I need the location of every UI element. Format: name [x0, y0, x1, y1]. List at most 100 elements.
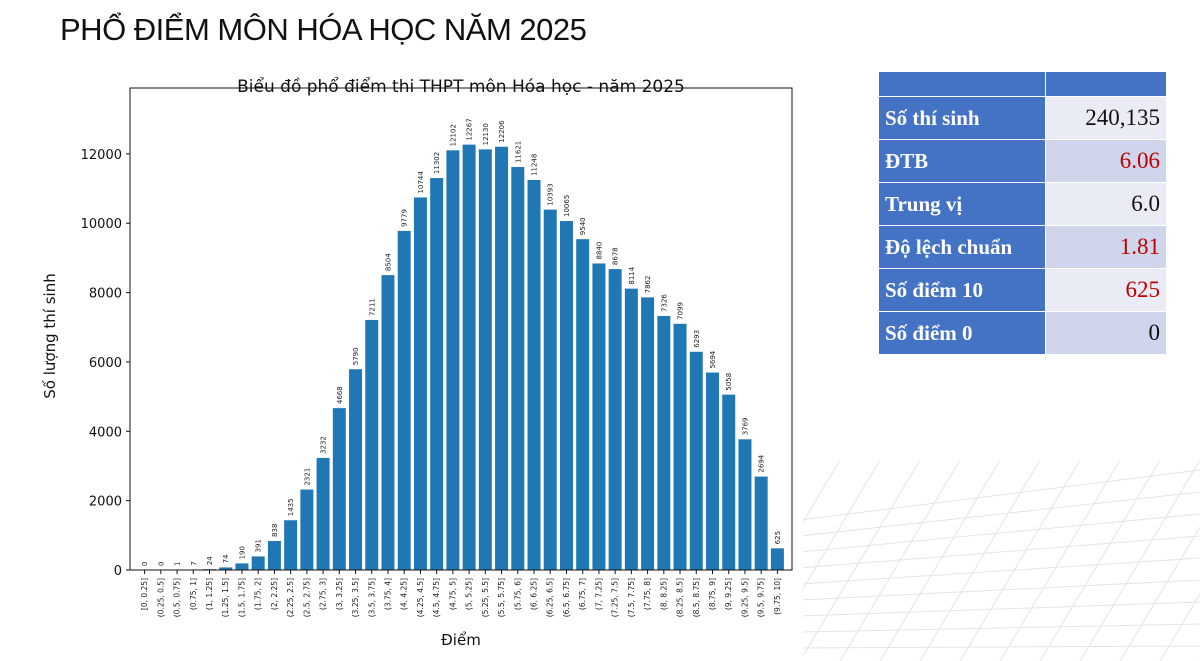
bar [349, 369, 363, 570]
bar-data-label: 2694 [758, 454, 766, 472]
bar-data-label: 3769 [741, 417, 749, 435]
bar-data-label: 9540 [579, 217, 587, 235]
header-cell [1045, 71, 1167, 97]
bar [267, 540, 281, 570]
bar-data-label: 9779 [401, 209, 409, 227]
bar-data-label: 7326 [660, 294, 668, 312]
stat-value: 6.06 [1045, 139, 1167, 183]
x-tick-label: (1, 1.25] [205, 578, 214, 610]
bar [673, 323, 687, 570]
table-row: Số thí sinh 240,135 [878, 96, 1167, 140]
bar [608, 269, 622, 570]
x-tick-label: (5.5, 5.75] [497, 578, 506, 617]
x-tick-label: (2.5, 2.75] [302, 578, 311, 617]
bar-data-label: 7 [190, 561, 198, 565]
bar-data-label: 1 [174, 561, 182, 565]
bar [381, 275, 395, 570]
x-tick-label: (6.75, 7] [578, 578, 587, 610]
bar [754, 476, 768, 570]
bar-data-label: 7211 [368, 298, 376, 316]
bar [495, 146, 509, 570]
bar [770, 548, 784, 570]
stat-value: 6.0 [1045, 182, 1167, 226]
bar-data-label: 11621 [514, 141, 522, 163]
x-tick-label: (9, 9.25] [724, 578, 733, 610]
bar-data-label: 10393 [547, 183, 555, 205]
bar [689, 351, 703, 570]
x-tick-label: (9.25, 9.5] [740, 578, 749, 617]
bar-data-label: 5790 [352, 347, 360, 365]
bar-data-label: 2321 [303, 468, 311, 486]
bar [641, 297, 655, 570]
bar-data-label: 74 [222, 554, 230, 563]
x-tick-label: (7.5, 7.75] [627, 578, 636, 617]
x-tick-label: (7, 7.25] [594, 578, 603, 610]
x-tick-label: (4.25, 4.5] [416, 578, 425, 617]
stat-label: Số thí sinh [878, 96, 1046, 140]
y-tick-label: 2000 [89, 495, 122, 510]
statistics-table: Số thí sinh 240,135 ĐTB 6.06 Trung vị 6.0 Độ l… [878, 71, 1167, 355]
bar-data-label: 1435 [287, 498, 295, 516]
x-tick-label: (6.5, 6.75] [562, 578, 571, 617]
bar-data-label: 0 [141, 562, 149, 566]
bar-data-label: 5694 [709, 350, 717, 368]
bar [592, 263, 606, 570]
x-axis-label: Điểm [441, 631, 481, 649]
x-tick-label: (0.75, 1] [189, 578, 198, 610]
bar [657, 315, 671, 570]
bar-data-label: 7862 [644, 276, 652, 294]
plot-frame [129, 87, 793, 571]
x-tick-label: (7.25, 7.5] [611, 578, 620, 617]
x-tick-label: (9.5, 9.75] [757, 578, 766, 617]
y-tick-label: 10000 [81, 217, 122, 232]
bar [332, 408, 346, 570]
bar [722, 394, 736, 570]
x-tick-label: (1.5, 1.75] [237, 578, 246, 617]
bar [706, 372, 719, 570]
x-tick-label: (8.5, 8.75] [692, 578, 701, 617]
bar-data-label: 10744 [417, 171, 425, 194]
y-tick-label: 0 [114, 564, 122, 579]
x-tick-label: (9.75, 10] [773, 578, 782, 615]
bar-data-label: 12130 [482, 123, 490, 145]
x-tick-label: (5.25, 5.5] [481, 578, 490, 617]
stat-value: 240,135 [1045, 96, 1167, 140]
bar [624, 288, 638, 570]
bar-data-label: 838 [271, 524, 279, 537]
bar [511, 167, 525, 570]
x-tick-label: (6, 6.25] [530, 578, 539, 610]
y-tick-label: 12000 [81, 148, 122, 163]
x-tick-label: (0.5, 0.75] [173, 578, 182, 617]
x-tick-label: (5.75, 6] [513, 578, 522, 610]
bar [738, 439, 752, 570]
x-tick-label: (2.75, 3] [319, 578, 328, 610]
table-row: Độ lệch chuẩn 1.81 [878, 225, 1167, 269]
x-tick-label: (8.25, 8.5] [676, 578, 685, 617]
x-tick-label: (8, 8.25] [659, 578, 668, 610]
x-tick-label: (0.25, 0.5] [156, 578, 165, 617]
chart-title: Biểu đồ phổ điểm thi THPT môn Hóa học - … [237, 76, 685, 97]
bar-data-label: 5058 [725, 373, 733, 391]
page-title: PHỔ ĐIỂM MÔN HÓA HỌC NĂM 2025 [60, 12, 587, 47]
stat-value: 1.81 [1045, 225, 1167, 269]
x-tick-label: (4, 4.25] [400, 578, 409, 610]
stat-label: Số điểm 10 [878, 268, 1046, 312]
x-tick-label: (7.75, 8] [643, 578, 652, 610]
bar [219, 567, 233, 570]
bar-data-label: 8114 [628, 266, 636, 284]
bar [462, 144, 476, 570]
bar [365, 319, 379, 570]
bar [284, 520, 298, 570]
bar [235, 563, 249, 570]
x-tick-label: (3.5, 3.75] [367, 578, 376, 617]
x-tick-label: (5, 5.25] [465, 578, 474, 610]
x-tick-label: [0, 0.25] [140, 578, 149, 610]
bar [300, 489, 314, 570]
stat-label: Số điểm 0 [878, 311, 1046, 355]
x-tick-label: (2.25, 2.5] [286, 578, 295, 617]
y-axis-label: Số lượng thí sinh [41, 273, 59, 398]
x-tick-label: (4.5, 4.75] [432, 578, 441, 617]
stat-value: 0 [1045, 311, 1167, 355]
x-tick-label: (4.75, 5] [448, 578, 457, 610]
